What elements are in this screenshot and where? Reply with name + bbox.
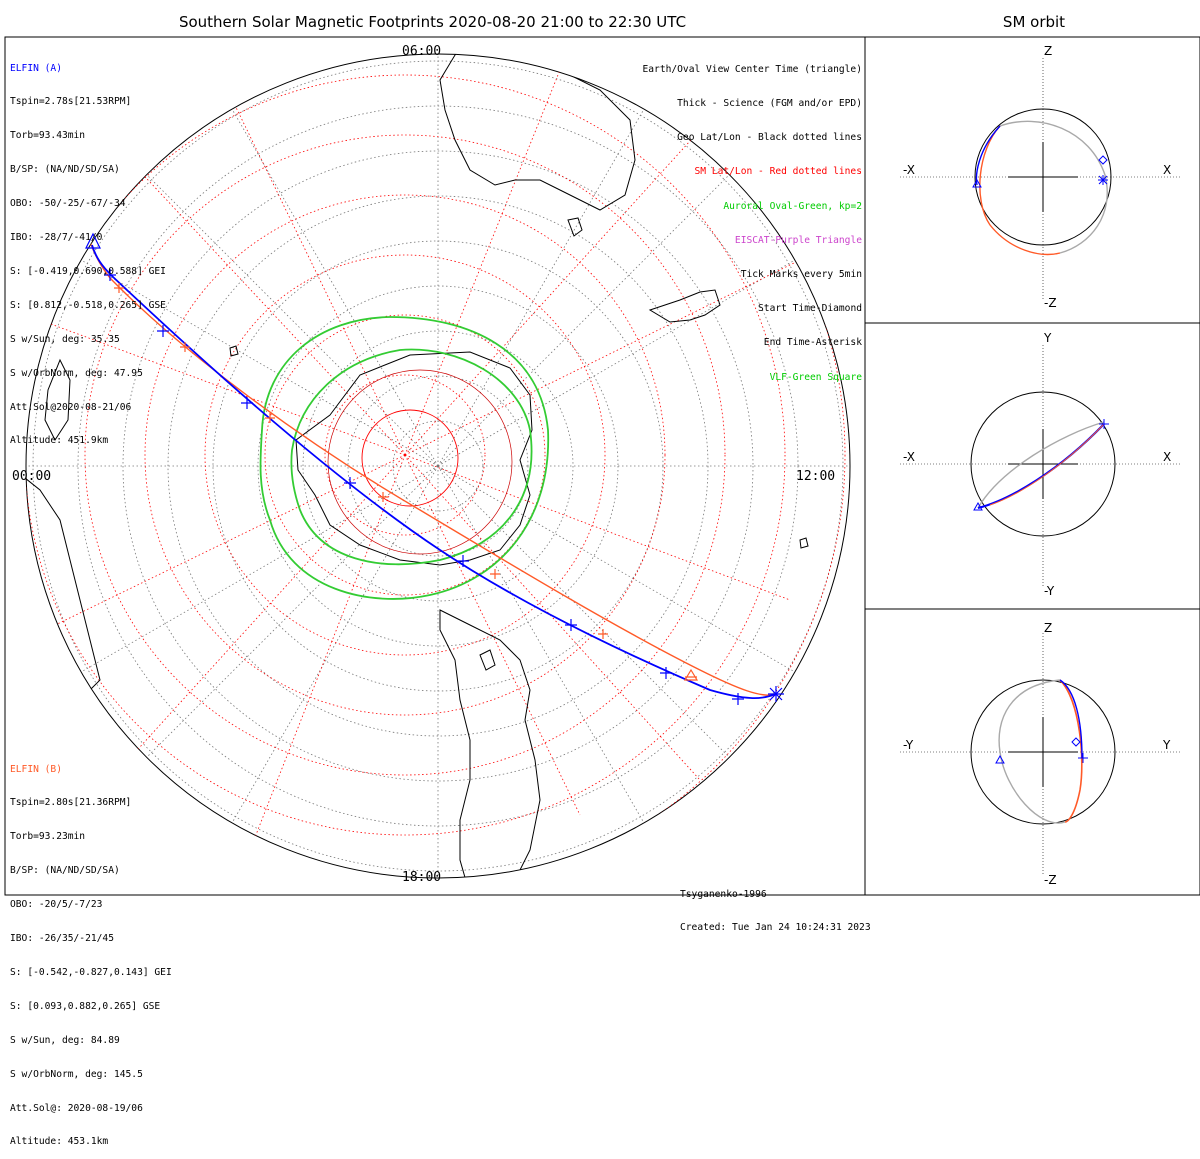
elfin-b-line: S: [-0.542,-0.827,0.143] GEI	[10, 966, 172, 978]
orbit-3-left: -Y	[903, 738, 914, 752]
orbit-3-bottom: -Z	[1044, 873, 1057, 887]
orbit-2-left: -X	[903, 450, 915, 464]
elfin-a-line: S w/OrbNorm, deg: 47.95	[10, 367, 143, 379]
elfin-a-line: S: [-0.419,0.690,0.588] GEI	[10, 265, 166, 277]
elfin-a-line: B/SP: (NA/ND/SD/SA)	[10, 164, 120, 176]
sm-inner-circle	[361, 409, 459, 507]
elfin-b-line: OBO: -20/5/-7/23	[10, 899, 103, 911]
footer-model: Tsyganenko-1996	[680, 888, 767, 900]
footprint-map	[4, 36, 1200, 896]
elfin-a-header: ELFIN (A)	[10, 62, 62, 74]
coastlines	[26, 54, 809, 878]
elfin-b-line: B/SP: (NA/ND/SD/SA)	[10, 865, 120, 877]
legend-entry: SM Lat/Lon - Red dotted lines	[694, 166, 862, 178]
elfin-b-line: S w/Sun, deg: 84.89	[10, 1034, 120, 1046]
sm-grid	[26, 54, 846, 878]
legend-entry: Thick - Science (FGM and/or EPD)	[677, 98, 862, 110]
elfin-a-markers	[85, 232, 784, 705]
legend-entry: Start Time-Diamond	[758, 303, 862, 315]
elfin-a-end-marker	[768, 686, 784, 702]
orbit-panel-2-drawing	[900, 345, 1180, 588]
elfin-b-info: ELFIN (B) Tspin=2.80s[21.36RPM] Torb=93.…	[10, 741, 172, 1159]
hour-label-bottom: 18:00	[402, 870, 442, 885]
legend-entry: Earth/Oval View Center Time (triangle)	[642, 63, 863, 75]
elfin-a-line: Tspin=2.78s[21.53RPM]	[10, 96, 132, 108]
elfin-a-line: Torb=93.43min	[10, 130, 86, 142]
legend-entry: EISCAT-Purple Triangle	[734, 234, 862, 246]
orbit-3-top: Z	[1044, 621, 1053, 635]
elfin-b-line: Tspin=2.80s[21.36RPM]	[10, 797, 132, 809]
elfin-a-line: S: [0.812,-0.518,0.265] GSE	[10, 299, 166, 311]
sm-inner-circle-2	[327, 369, 513, 555]
elfin-b-line: S w/OrbNorm, deg: 145.5	[10, 1068, 143, 1080]
elfin-a-line: OBO: -50/-25/-67/-34	[10, 198, 126, 210]
elfin-a-line: Altitude: 451.9km	[10, 435, 109, 447]
legend-entry: Tick Marks every 5min	[740, 269, 862, 281]
orbit-1-top: Z	[1044, 44, 1053, 58]
elfin-b-markers	[114, 283, 699, 681]
elfin-a-line: S w/Sun, deg: 35.35	[10, 333, 120, 345]
hour-label-right: 12:00	[796, 469, 836, 484]
orbit-panel-3-drawing	[900, 633, 1180, 875]
orbit-2-right: X	[1163, 450, 1172, 464]
footer: Tsyganenko-1996 Created: Tue Jan 24 10:2…	[680, 866, 871, 945]
orbit-frame-1	[864, 36, 1200, 324]
elfin-a-start-marker	[85, 232, 101, 249]
orbit-3-right: Y	[1163, 738, 1171, 752]
elfin-a-line: IBO: -28/7/-41/0	[10, 232, 103, 244]
orbit-2-bottom: -Y	[1044, 584, 1055, 598]
orbit-title: SM orbit	[1002, 13, 1066, 31]
hour-label-top: 06:00	[402, 44, 442, 59]
legend-entry: VLF-Green Square	[769, 371, 862, 383]
orbit-1-bottom: -Z	[1044, 296, 1057, 310]
chart-title: Southern Solar Magnetic Footprints 2020-…	[178, 13, 687, 31]
elfin-b-line: Torb=93.23min	[10, 831, 86, 843]
elfin-a-line: Att.Sol@2020-08-21/06	[10, 401, 132, 413]
auroral-oval	[259, 316, 550, 600]
orbit-frame-2	[864, 322, 1200, 610]
legend-entry: Geo Lat/Lon - Black dotted lines	[677, 132, 862, 144]
orbit-frame-3	[864, 608, 1200, 896]
footer-created: Created: Tue Jan 24 10:24:31 2023	[680, 922, 871, 934]
globe-outline	[25, 53, 851, 879]
orbit-1-right: X	[1163, 163, 1172, 177]
legend-entry: End Time-Asterisk	[763, 337, 862, 349]
elfin-b-line: Att.Sol@: 2020-08-19/06	[10, 1102, 143, 1114]
legend: Earth/Oval View Center Time (triangle) T…	[643, 41, 863, 394]
elfin-a-info: ELFIN (A) Tspin=2.78s[21.53RPM] Torb=93.…	[10, 40, 166, 458]
orbit-1-left: -X	[903, 163, 915, 177]
legend-entry: Auroral Oval-Green, kp=2	[723, 200, 862, 212]
elfin-b-line: Altitude: 453.1km	[10, 1136, 109, 1148]
elfin-b-line: IBO: -26/35/-21/45	[10, 933, 114, 945]
orbit-2-top: Y	[1044, 331, 1052, 345]
hour-label-left: 00:00	[12, 469, 52, 484]
elfin-b-header: ELFIN (B)	[10, 763, 62, 775]
elfin-b-line: S: [0.093,0.882,0.265] GSE	[10, 1000, 161, 1012]
elfin-a-track	[91, 244, 776, 699]
orbit-panel-1-drawing	[900, 58, 1180, 300]
